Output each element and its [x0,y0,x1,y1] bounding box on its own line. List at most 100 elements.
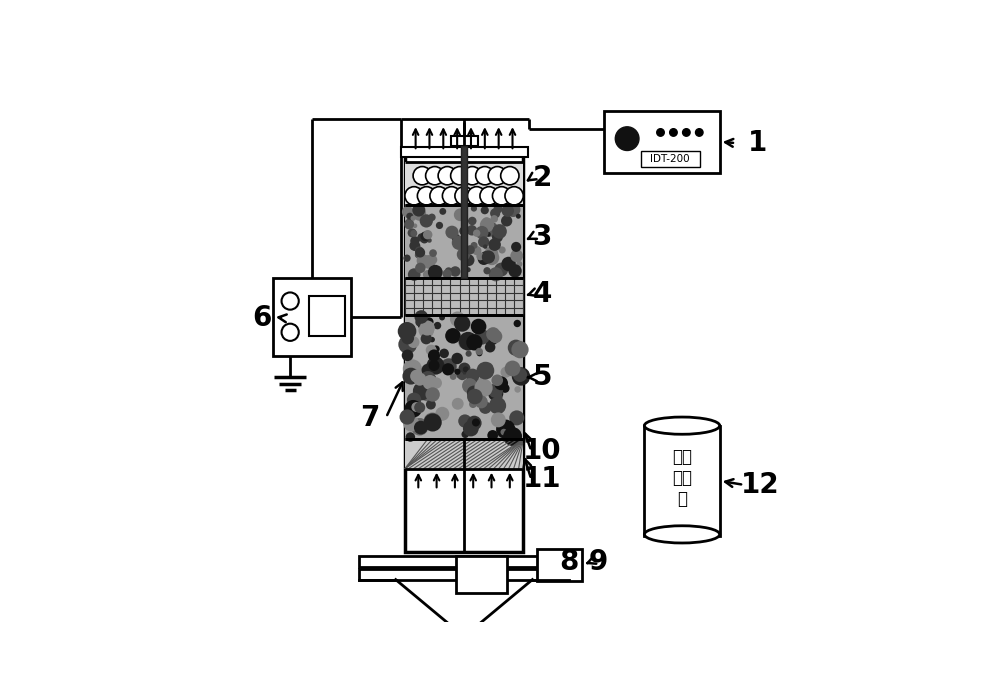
Circle shape [417,233,426,242]
Circle shape [452,398,464,410]
Circle shape [413,207,426,221]
Circle shape [411,402,421,412]
Circle shape [428,255,437,264]
Bar [405,154,523,552]
Circle shape [417,319,427,329]
Circle shape [414,310,428,324]
Circle shape [429,337,435,343]
Circle shape [429,360,440,371]
Circle shape [413,166,431,185]
Circle shape [466,351,472,356]
Circle shape [405,219,414,228]
Circle shape [411,418,428,435]
Text: 9: 9 [589,548,608,576]
Bar [405,162,523,205]
Circle shape [408,336,419,348]
Circle shape [415,250,425,259]
Circle shape [491,375,503,386]
Circle shape [451,335,458,342]
Circle shape [471,206,477,212]
Circle shape [425,374,436,385]
Circle shape [410,236,420,245]
Circle shape [425,387,440,402]
Circle shape [475,396,488,408]
Circle shape [492,224,507,239]
Circle shape [484,222,498,237]
Circle shape [476,252,484,260]
Circle shape [439,349,449,358]
Circle shape [463,366,469,373]
Circle shape [406,432,415,442]
Circle shape [414,421,428,435]
Circle shape [470,379,484,393]
Circle shape [458,242,467,251]
Circle shape [516,261,522,267]
Text: 10: 10 [523,437,561,465]
Circle shape [433,345,440,352]
Circle shape [398,322,416,340]
Circle shape [475,226,489,239]
Circle shape [282,292,299,310]
Circle shape [514,386,521,393]
Circle shape [683,129,690,136]
Circle shape [402,206,413,217]
Circle shape [484,247,498,261]
Circle shape [466,368,480,382]
Circle shape [494,376,508,390]
Text: 6: 6 [253,304,272,332]
Bar [405,205,523,278]
Circle shape [415,252,420,258]
Circle shape [471,242,478,249]
Circle shape [406,212,413,219]
Circle shape [474,379,493,397]
Bar [405,315,523,439]
Circle shape [402,368,419,384]
Circle shape [422,363,434,377]
Circle shape [476,391,482,396]
Circle shape [487,430,498,441]
Circle shape [472,419,480,426]
Circle shape [450,312,465,326]
Circle shape [481,251,491,261]
Circle shape [496,419,515,439]
Bar [454,628,474,663]
Circle shape [423,412,441,431]
Text: IDT-200: IDT-200 [650,154,690,164]
Circle shape [472,246,481,255]
Circle shape [415,425,422,431]
Circle shape [403,359,422,378]
Bar [604,111,720,173]
Circle shape [486,327,500,341]
Circle shape [467,389,483,404]
Circle shape [480,218,494,232]
Circle shape [478,252,490,265]
Circle shape [476,348,483,355]
Circle shape [481,206,489,215]
Circle shape [421,333,432,345]
Circle shape [426,166,444,185]
Circle shape [505,187,523,205]
Circle shape [488,238,501,251]
Circle shape [478,236,489,247]
Circle shape [458,415,472,428]
Circle shape [444,370,450,375]
Circle shape [477,378,485,387]
Circle shape [494,263,508,277]
Circle shape [482,250,495,264]
Circle shape [417,254,429,267]
Circle shape [482,217,491,226]
Circle shape [402,350,413,361]
Circle shape [414,402,425,413]
Circle shape [454,368,461,375]
Circle shape [459,226,468,236]
Circle shape [403,254,411,262]
Circle shape [501,384,510,393]
Circle shape [422,392,431,401]
Circle shape [404,219,414,229]
Circle shape [489,267,503,282]
Circle shape [452,233,460,242]
Circle shape [476,166,494,185]
Circle shape [615,127,639,150]
Circle shape [467,225,477,236]
Circle shape [477,350,482,356]
